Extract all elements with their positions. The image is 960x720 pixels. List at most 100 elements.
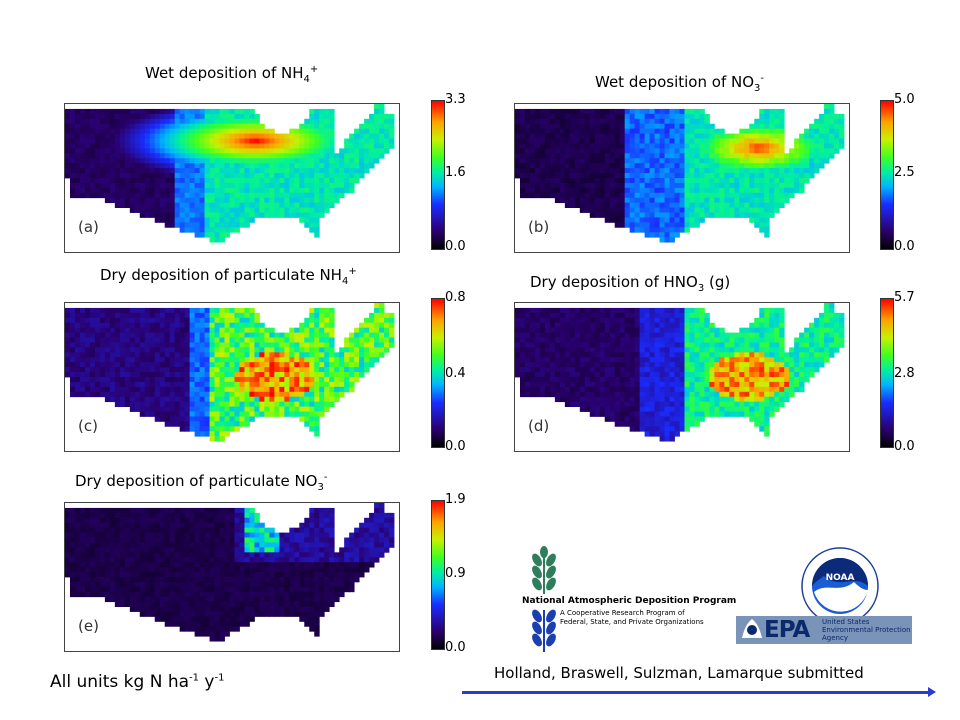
- heatmap-cell: [644, 153, 650, 159]
- heatmap-cell: [89, 148, 96, 154]
- heatmap-cell: [804, 327, 810, 333]
- heatmap-cell: [229, 143, 235, 149]
- heatmap-cell: [339, 187, 345, 194]
- heatmap-cell: [144, 362, 151, 368]
- heatmap-cell: [584, 123, 591, 130]
- heatmap-cell: [359, 322, 365, 329]
- heatmap-cell: [359, 138, 365, 144]
- heatmap-cell: [169, 327, 176, 333]
- heatmap-cell: [619, 332, 626, 338]
- heatmap-cell: [794, 153, 800, 159]
- heatmap-cell: [189, 108, 196, 115]
- heatmap-cell: [119, 372, 126, 378]
- heatmap-cell: [204, 197, 210, 204]
- heatmap-cell: [819, 317, 825, 324]
- heatmap-cell: [229, 327, 235, 333]
- heatmap-cell: [234, 406, 240, 412]
- heatmap-cell: [249, 148, 255, 154]
- heatmap-cell: [114, 367, 121, 373]
- heatmap-cell: [714, 202, 720, 208]
- heatmap-cell: [269, 182, 275, 189]
- heatmap-cell: [534, 168, 541, 174]
- heatmap-cell: [129, 322, 136, 329]
- heatmap-cell: [659, 133, 665, 139]
- heatmap-cell: [249, 207, 255, 213]
- heatmap-cell: [684, 312, 690, 319]
- heatmap-cell: [234, 386, 240, 393]
- heatmap-cell: [114, 148, 121, 154]
- heatmap-cell: [69, 332, 76, 338]
- heatmap-cell: [259, 187, 265, 194]
- heatmap-cell: [589, 178, 596, 184]
- heatmap-cell: [209, 168, 215, 174]
- heatmap-cell: [144, 377, 151, 383]
- heatmap-cell: [689, 337, 695, 343]
- heatmap-cell: [229, 187, 235, 194]
- heatmap-cell: [284, 207, 290, 213]
- heatmap-cell: [194, 352, 200, 358]
- heatmap-cell: [134, 357, 141, 363]
- heatmap-cell: [219, 431, 225, 437]
- heatmap-cell: [644, 312, 650, 319]
- heatmap-cell: [729, 173, 735, 179]
- heatmap-cell: [319, 362, 325, 368]
- heatmap-cell: [219, 237, 225, 243]
- heatmap-cell: [99, 187, 106, 194]
- heatmap-cell: [639, 118, 646, 125]
- heatmap-cell: [249, 307, 255, 314]
- heatmap-cell: [624, 158, 631, 164]
- heatmap-cell: [339, 372, 345, 378]
- heatmap-cell: [779, 332, 785, 338]
- heatmap-cell: [144, 396, 151, 403]
- heatmap-cell: [794, 342, 800, 348]
- heatmap-cell: [194, 396, 200, 403]
- heatmap-cell: [619, 367, 626, 373]
- heatmap-cell: [704, 143, 710, 149]
- heatmap-cell: [69, 123, 76, 130]
- heatmap-cell: [809, 148, 815, 154]
- heatmap-cell: [639, 153, 646, 159]
- heatmap-cell: [594, 377, 601, 383]
- heatmap-cell: [809, 173, 815, 179]
- heatmap-cell: [594, 357, 601, 363]
- heatmap-cell: [769, 362, 775, 368]
- heatmap-cell: [129, 347, 136, 353]
- heatmap-cell: [749, 386, 755, 393]
- heatmap-cell: [524, 367, 531, 373]
- heatmap-cell: [639, 197, 646, 204]
- heatmap-cell: [819, 362, 825, 368]
- heatmap-cell: [174, 416, 181, 422]
- heatmap-cell: [659, 332, 665, 338]
- heatmap-cell: [624, 317, 631, 324]
- heatmap-cell: [639, 357, 646, 363]
- heatmap-cell: [204, 421, 210, 427]
- heatmap-cell: [769, 347, 775, 353]
- heatmap-cell: [204, 386, 210, 393]
- heatmap-cell: [359, 327, 365, 333]
- heatmap-cell: [329, 391, 335, 398]
- heatmap-cell: [204, 153, 210, 159]
- heatmap-cell: [84, 317, 91, 324]
- heatmap-cell: [604, 197, 611, 204]
- heatmap-cell: [609, 396, 616, 403]
- heatmap-cell: [84, 327, 91, 333]
- heatmap-cell: [144, 197, 151, 204]
- heatmap-cell: [594, 367, 601, 373]
- heatmap-cell: [559, 178, 566, 184]
- heatmap-cell: [174, 367, 181, 373]
- heatmap-cell: [754, 192, 760, 199]
- heatmap-cell: [284, 187, 290, 194]
- heatmap-cell: [834, 332, 840, 338]
- heatmap-cell: [79, 352, 86, 358]
- heatmap-cell: [559, 396, 566, 403]
- heatmap-cell: [809, 367, 815, 373]
- heatmap-cell: [604, 332, 611, 338]
- heatmap-cell: [239, 352, 245, 358]
- heatmap-cell: [299, 322, 305, 329]
- heatmap-cell: [189, 118, 196, 125]
- heatmap-cell: [694, 391, 700, 398]
- heatmap-cell: [289, 197, 295, 204]
- heatmap-cell: [639, 143, 646, 149]
- heatmap-cell: [349, 153, 355, 159]
- heatmap-cell: [99, 173, 106, 179]
